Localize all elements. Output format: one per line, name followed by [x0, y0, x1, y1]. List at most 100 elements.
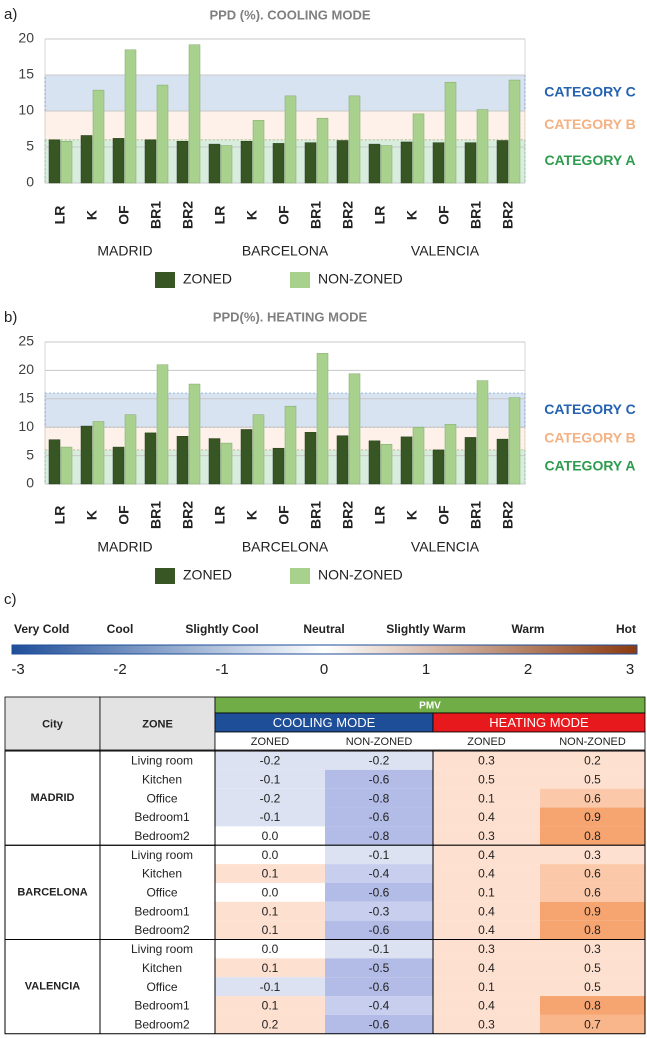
pmv-value: 0.1 [478, 886, 495, 900]
bar [476, 380, 489, 485]
x-tick-label: K [84, 210, 100, 220]
pmv-value: 0.3 [478, 829, 495, 843]
x-tick-label: BR2 [180, 501, 196, 529]
bar [176, 436, 189, 485]
cell-bg [433, 901, 540, 921]
pmv-value: 0.4 [478, 810, 495, 824]
bar [304, 432, 317, 485]
cell-bg [215, 826, 325, 846]
cell-bg [433, 807, 540, 827]
x-tick-label: OF [116, 505, 132, 525]
bar [176, 140, 189, 184]
pmv-value: 0.4 [478, 848, 495, 862]
cell-bg [540, 882, 645, 902]
pmv-value: 0.4 [478, 867, 495, 881]
pmv-value: 0.4 [478, 999, 495, 1013]
cell-bg [540, 901, 645, 921]
pmv-value: -0.6 [369, 810, 390, 824]
cell-bg [325, 939, 433, 959]
bar [60, 140, 73, 184]
x-tick-label: OF [276, 205, 292, 225]
category-band-label: CATEGORY A [544, 152, 635, 168]
bar [48, 139, 61, 184]
zone-label: Kitchen [142, 772, 182, 786]
x-tick-label: BR1 [148, 501, 164, 529]
x-tick-label: OF [276, 505, 292, 525]
cell-bg [433, 769, 540, 789]
bar [400, 141, 413, 184]
bar [144, 139, 157, 184]
bar [508, 79, 521, 184]
chart-title: PPD (%). COOLING MODE [209, 7, 370, 22]
cell-bg [325, 1014, 433, 1034]
bar [112, 138, 125, 184]
pmv-value: -0.1 [369, 942, 390, 956]
x-tick-label: LR [372, 206, 388, 225]
scale-tick-label: -3 [11, 661, 24, 678]
pmv-value: 0.5 [584, 980, 601, 994]
bar [432, 449, 445, 485]
bar [220, 442, 233, 485]
header-text: PMV [419, 701, 441, 712]
pmv-value: 0.3 [478, 942, 495, 956]
pmv-value: 0.5 [584, 772, 601, 786]
pmv-value: -0.6 [369, 1017, 390, 1031]
legend-label: NON-ZONED [318, 567, 403, 583]
x-tick-label: LR [372, 506, 388, 525]
bar [316, 117, 329, 184]
x-tick-label: BR2 [500, 201, 516, 229]
cell-bg [433, 996, 540, 1015]
bar [92, 89, 105, 184]
cell-bg [215, 901, 325, 921]
y-tick-label: 0 [26, 475, 34, 491]
category-group-label: VALENCIA [411, 243, 480, 259]
pmv-value: -0.1 [260, 980, 281, 994]
x-tick-label: BR1 [468, 501, 484, 529]
cell-bg [433, 864, 540, 883]
pmv-value: 0.1 [262, 961, 279, 975]
bar [336, 435, 349, 485]
cell-bg [325, 882, 433, 902]
cell-bg [540, 996, 645, 1015]
pmv-value: 0.1 [262, 923, 279, 937]
cell-bg [325, 845, 433, 865]
y-tick-label: 0 [26, 174, 34, 190]
zone-label: Office [146, 791, 177, 805]
category-band-label: CATEGORY C [544, 84, 636, 100]
scale-tick-label: 3 [626, 661, 634, 678]
chart-title: PPD(%). HEATING MODE [213, 309, 368, 324]
cell-bg [540, 864, 645, 883]
bar [284, 405, 297, 485]
bar [80, 135, 93, 184]
y-tick-label: 10 [18, 102, 34, 118]
bar [240, 429, 253, 485]
bar [380, 443, 393, 485]
header-cell [4, 696, 101, 751]
scale-tick-label: 2 [524, 661, 532, 678]
cell-bg [215, 882, 325, 902]
header-cell [99, 696, 216, 751]
zone-label: Living room [131, 848, 193, 862]
zone-label: Bedroom2 [134, 923, 190, 937]
zone-label: Living room [131, 942, 193, 956]
zone-label: Office [146, 886, 177, 900]
cell-bg [540, 845, 645, 865]
cell-bg [433, 1014, 540, 1034]
y-tick-label: 10 [18, 418, 34, 434]
bar [112, 446, 125, 485]
scale-label: Warm [512, 622, 545, 636]
legend-label: NON-ZONED [318, 271, 403, 287]
zone-label: Bedroom1 [134, 999, 190, 1013]
city-label: MADRID [31, 792, 75, 804]
pmv-value: 0.0 [262, 848, 279, 862]
zone-label: Bedroom2 [134, 1017, 190, 1031]
bar [412, 113, 425, 184]
x-tick-label: LR [52, 506, 68, 525]
pmv-colorbar [11, 644, 638, 655]
pmv-value: 0.6 [584, 886, 601, 900]
pmv-value: 0.8 [584, 923, 601, 937]
zone-label: Office [146, 980, 177, 994]
pmv-value: -0.3 [369, 904, 390, 918]
bar [272, 143, 285, 184]
cell-bg [325, 901, 433, 921]
